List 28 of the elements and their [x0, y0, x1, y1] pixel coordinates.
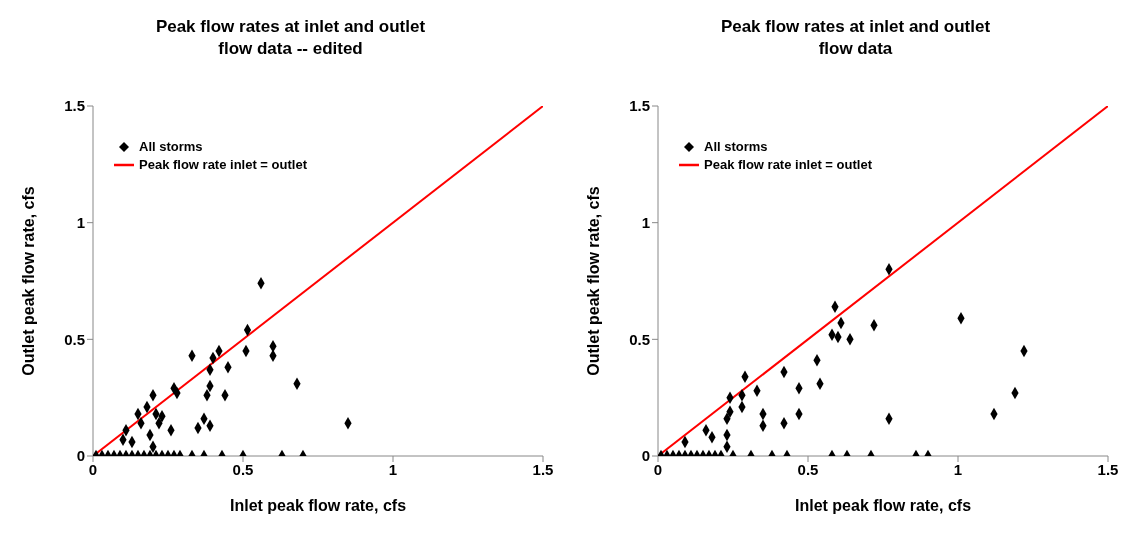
x-tick-label: 0 — [653, 460, 663, 478]
chart-title: Peak flow rates at inlet and outlet — [154, 16, 427, 38]
y-tick-label: 1.5 — [629, 97, 650, 115]
y-axis-title: Outlet peak flow rate, cfs — [19, 186, 37, 376]
y-tick-label: 0.5 — [629, 330, 650, 348]
x-tick-label: 1 — [953, 460, 963, 478]
y-tick-label: 0 — [76, 447, 85, 465]
x-axis-title: Inlet peak flow rate, cfs — [229, 497, 407, 514]
y-tick-label: 1 — [641, 213, 650, 231]
y-axis-title: Outlet peak flow rate, cfs — [584, 186, 602, 376]
x-tick-label: 0.5 — [797, 460, 819, 478]
legend-label: All storms — [139, 138, 203, 156]
x-tick-label: 0 — [88, 460, 98, 478]
chart-title: Peak flow rates at inlet and outlet — [719, 16, 992, 38]
x-axis-title: Inlet peak flow rate, cfs — [794, 497, 972, 514]
legend-label: Peak flow rate inlet = outlet — [704, 156, 872, 174]
chart-subtitle: flow data -- edited — [217, 38, 364, 60]
x-tick-label: 1.5 — [1097, 460, 1119, 478]
y-tick-label: 1 — [76, 213, 85, 231]
y-tick-label: 0 — [641, 447, 650, 465]
chart-subtitle: flow data — [817, 38, 894, 60]
legend-label: Peak flow rate inlet = outlet — [139, 156, 307, 174]
legend-label: All storms — [704, 138, 768, 156]
y-tick-label: 1.5 — [64, 97, 85, 115]
x-tick-label: 1.5 — [532, 460, 554, 478]
y-tick-label: 0.5 — [64, 330, 85, 348]
x-tick-label: 0.5 — [232, 460, 254, 478]
x-tick-label: 1 — [388, 460, 398, 478]
